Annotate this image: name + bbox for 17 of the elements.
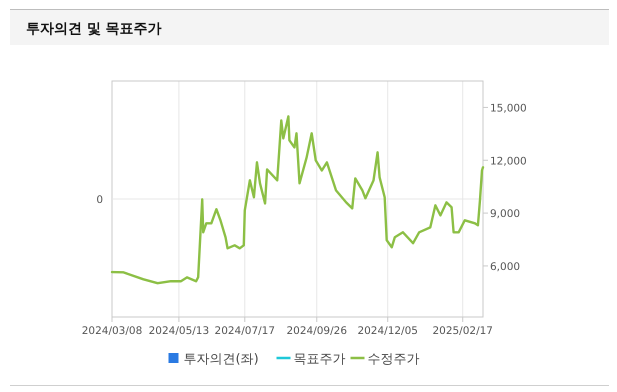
axis-note: 0 bbox=[96, 194, 484, 206]
legend-label: 수정주가 bbox=[368, 352, 420, 367]
y2-tick-label: 9,000 bbox=[490, 208, 520, 220]
x-tick-label: 2024/07/17 bbox=[214, 325, 276, 337]
y2-tick-label: 12,000 bbox=[490, 155, 527, 168]
text: 0 bbox=[96, 194, 103, 206]
x-tick-label: 2025/02/17 bbox=[432, 325, 493, 337]
chart-title: 투자의견 및 목표주가 bbox=[26, 21, 162, 37]
x-tick-label: 2024/12/05 bbox=[357, 325, 418, 337]
legend-label: 목표주가 bbox=[294, 352, 346, 367]
x-tick-label: 2024/05/13 bbox=[148, 325, 210, 337]
x-tick-label: 2024/09/26 bbox=[286, 325, 348, 337]
y2-tick-label: 15,000 bbox=[490, 102, 527, 114]
legend-label: 투자의견(좌) bbox=[184, 352, 259, 367]
x-tick-label: 2024/03/08 bbox=[82, 325, 142, 337]
line-series bbox=[110, 115, 484, 284]
y2-tick-label: 6,000 bbox=[490, 260, 520, 273]
